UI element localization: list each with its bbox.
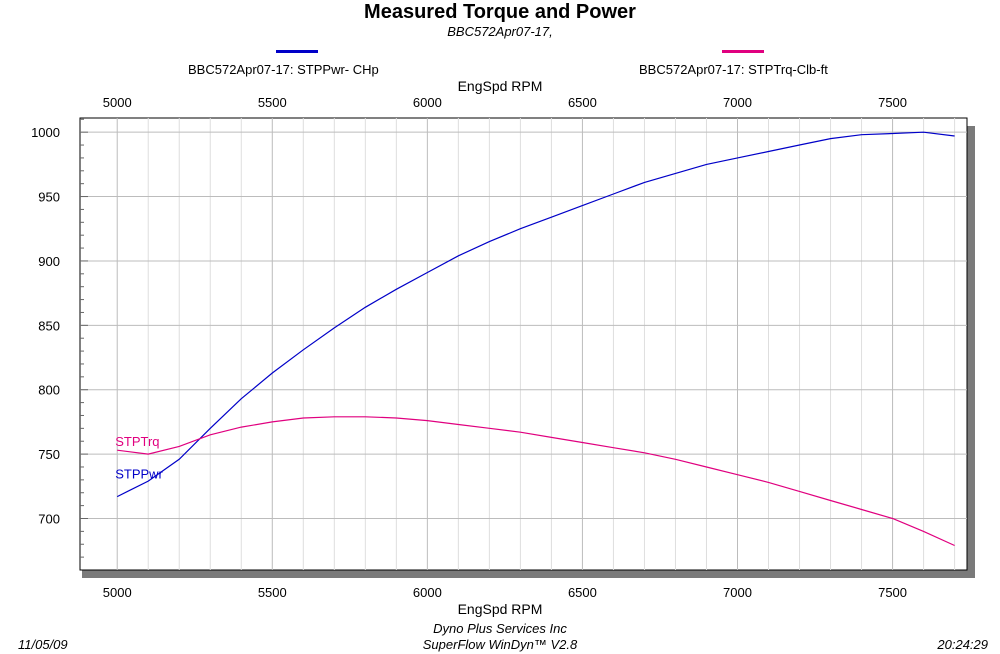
legend-label-torque: BBC572Apr07-17: STPTrq-Clb-ft <box>639 62 828 77</box>
chart-subtitle: BBC572Apr07-17, <box>447 24 553 39</box>
power-series-label: STPPwr <box>115 467 163 482</box>
x-axis-label-bottom: EngSpd RPM <box>457 601 543 617</box>
legend-swatch-power <box>276 50 318 53</box>
chart-title: Measured Torque and Power <box>364 1 636 23</box>
x-tick-label-bottom: 6000 <box>413 585 442 600</box>
y-tick-label: 700 <box>38 511 60 526</box>
y-tick-label: 750 <box>38 447 60 462</box>
series-labels: STPPwr STPTrq <box>115 434 163 481</box>
plot-area <box>79 117 968 571</box>
legend-swatch-torque <box>722 50 764 53</box>
y-tick-label: 800 <box>38 383 60 398</box>
plot-shadow <box>82 126 975 578</box>
plot-shadow-bottom <box>82 570 975 578</box>
y-tick-label: 900 <box>38 254 60 269</box>
x-tick-label-top: 6500 <box>568 95 597 110</box>
grid-lines <box>80 118 967 570</box>
tick-labels: 700 750 800 850 900 950 1000 5000 5000 5500 5500 60… <box>31 95 907 600</box>
footer-software: SuperFlow WinDyn™ V2.8 <box>422 637 578 652</box>
y-tick-label: 850 <box>38 318 60 333</box>
torque-series-line <box>117 416 955 547</box>
x-tick-label-top: 7500 <box>878 95 907 110</box>
legend-label-power: BBC572Apr07-17: STPPwr- CHp <box>188 62 379 77</box>
series-layer <box>116 131 955 547</box>
y-tick-label: 950 <box>38 190 60 205</box>
x-tick-label-top: 7000 <box>723 95 752 110</box>
power-series-line <box>116 131 955 498</box>
footer-date: 11/05/09 <box>18 637 68 652</box>
y-minor-ticks <box>80 118 88 558</box>
x-tick-label-top: 6000 <box>413 95 442 110</box>
footer-time: 20:24:29 <box>937 637 988 652</box>
x-tick-label-bottom: 7000 <box>723 585 752 600</box>
footer-company: Dyno Plus Services Inc <box>433 621 567 636</box>
y-tick-label: 1000 <box>31 125 60 140</box>
x-tick-label-bottom: 5000 <box>103 585 132 600</box>
x-tick-label-bottom: 7500 <box>878 585 907 600</box>
torque-series-label: STPTrq <box>115 434 159 449</box>
x-tick-label-top: 5500 <box>258 95 287 110</box>
x-tick-label-top: 5000 <box>103 95 132 110</box>
x-axis-label-top: EngSpd RPM <box>457 78 543 94</box>
plot-shadow-right <box>967 126 975 578</box>
x-tick-label-bottom: 6500 <box>568 585 597 600</box>
x-tick-label-bottom: 5500 <box>258 585 287 600</box>
